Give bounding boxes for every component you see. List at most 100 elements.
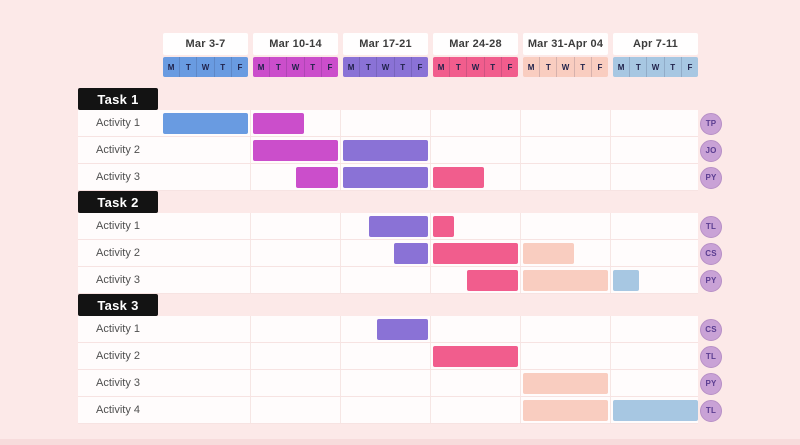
assignee-badge[interactable]: PY xyxy=(700,166,722,189)
day-cell: F xyxy=(507,62,513,72)
task-header-1[interactable]: Task 1 xyxy=(78,88,158,110)
assignee-badge[interactable]: CS xyxy=(700,318,722,341)
day-cell: T xyxy=(360,57,378,77)
week-gap-line xyxy=(430,397,431,423)
week-gap-line xyxy=(250,137,251,163)
day-cell: T xyxy=(485,57,502,77)
day-cell: T xyxy=(180,57,198,77)
gantt-bar[interactable] xyxy=(433,243,518,264)
week-gap-line xyxy=(610,316,611,342)
week-gap-line xyxy=(340,267,341,293)
assignee-badge[interactable]: TL xyxy=(700,345,722,368)
assignee-badge[interactable]: TL xyxy=(700,215,722,238)
activity-row[interactable]: Activity 2 CS xyxy=(78,240,722,267)
week-gap-line xyxy=(430,164,431,190)
activity-row[interactable]: Activity 3 PY xyxy=(78,267,722,294)
gantt-bar[interactable] xyxy=(163,113,248,134)
gantt-bar[interactable] xyxy=(433,216,455,237)
week-gap-line xyxy=(520,370,521,396)
assignee-badge[interactable]: CS xyxy=(700,242,722,265)
activity-label: Activity 1 xyxy=(95,323,140,335)
week-gap-line xyxy=(610,397,611,423)
day-cell: T xyxy=(575,57,592,77)
day-cell: W xyxy=(557,57,575,77)
week-label: Mar 24-28 xyxy=(433,33,518,55)
gantt-bar[interactable] xyxy=(394,243,428,264)
week-gap-line xyxy=(340,213,341,239)
day-cell: W xyxy=(377,57,395,77)
gantt-bar[interactable] xyxy=(467,270,518,291)
week-gap-line xyxy=(520,240,521,266)
assignee-badge[interactable]: TP xyxy=(700,112,722,135)
week-label: Mar 10-14 xyxy=(253,33,338,55)
activity-row[interactable]: Activity 2 TL xyxy=(78,343,722,370)
week-gap-line xyxy=(250,267,251,293)
day-cell: F xyxy=(327,62,333,72)
week-gap-line xyxy=(430,137,431,163)
week-gap-line xyxy=(610,213,611,239)
activity-label: Activity 3 xyxy=(95,171,140,183)
activity-row[interactable]: Activity 3 PY xyxy=(78,370,722,397)
activity-row[interactable]: Activity 2 JO xyxy=(78,137,722,164)
assignee-badge[interactable]: JO xyxy=(700,139,722,162)
gantt-bar[interactable] xyxy=(613,270,639,291)
day-cell: M xyxy=(613,57,631,77)
gantt-bar[interactable] xyxy=(523,270,608,291)
activity-row[interactable]: Activity 1 CS xyxy=(78,316,722,343)
week-label: Mar 17-21 xyxy=(343,33,428,55)
week-gap-line xyxy=(340,164,341,190)
week-gap-line xyxy=(520,137,521,163)
activity-row[interactable]: Activity 1 TP xyxy=(78,110,722,137)
gantt-bar[interactable] xyxy=(368,216,428,237)
day-cell: W xyxy=(467,57,485,77)
gantt-bar[interactable] xyxy=(523,243,574,264)
gantt-bar[interactable] xyxy=(343,167,428,188)
activity-label: Activity 1 xyxy=(95,220,140,232)
week-gap-line xyxy=(340,240,341,266)
assignee-badge[interactable]: PY xyxy=(700,269,722,292)
day-cell: T xyxy=(395,57,412,77)
gantt-bar[interactable] xyxy=(377,319,428,340)
task-header-3[interactable]: Task 3 xyxy=(78,294,158,316)
week-gap-line xyxy=(250,213,251,239)
week-gap-line xyxy=(610,110,611,136)
task-header-2[interactable]: Task 2 xyxy=(78,191,158,213)
day-cell: W xyxy=(287,57,305,77)
gantt-bar[interactable] xyxy=(433,167,484,188)
day-cell: T xyxy=(665,57,682,77)
week-gap-line xyxy=(340,343,341,369)
week-gap-line xyxy=(520,213,521,239)
gantt-bar[interactable] xyxy=(253,113,304,134)
day-cell: F xyxy=(687,62,693,72)
gantt-bar[interactable] xyxy=(433,346,518,367)
gantt-bar[interactable] xyxy=(613,400,698,421)
day-cell: F xyxy=(597,62,603,72)
gantt-bar[interactable] xyxy=(523,373,608,394)
assignee-badge[interactable]: PY xyxy=(700,372,722,395)
week-gap-line xyxy=(430,110,431,136)
week-gap-line xyxy=(250,240,251,266)
week-gap-line xyxy=(430,343,431,369)
assignee-badge[interactable]: TL xyxy=(700,399,722,422)
week-gap-line xyxy=(250,164,251,190)
week-gap-line xyxy=(610,164,611,190)
week-gap-line xyxy=(610,370,611,396)
activity-row[interactable]: Activity 1 TL xyxy=(78,213,722,240)
gantt-bar[interactable] xyxy=(253,140,338,161)
activity-row[interactable]: Activity 3 PY xyxy=(78,164,722,191)
week-gap-line xyxy=(430,370,431,396)
activity-label: Activity 3 xyxy=(95,274,140,286)
week-gap-line xyxy=(430,240,431,266)
week-gap-line xyxy=(340,370,341,396)
gantt-bar[interactable] xyxy=(343,140,428,161)
gantt-bar[interactable] xyxy=(523,400,608,421)
week-gap-line xyxy=(610,137,611,163)
gantt-bar[interactable] xyxy=(295,167,338,188)
activity-row[interactable]: Activity 4 TL xyxy=(78,397,722,424)
day-cell: T xyxy=(450,57,468,77)
